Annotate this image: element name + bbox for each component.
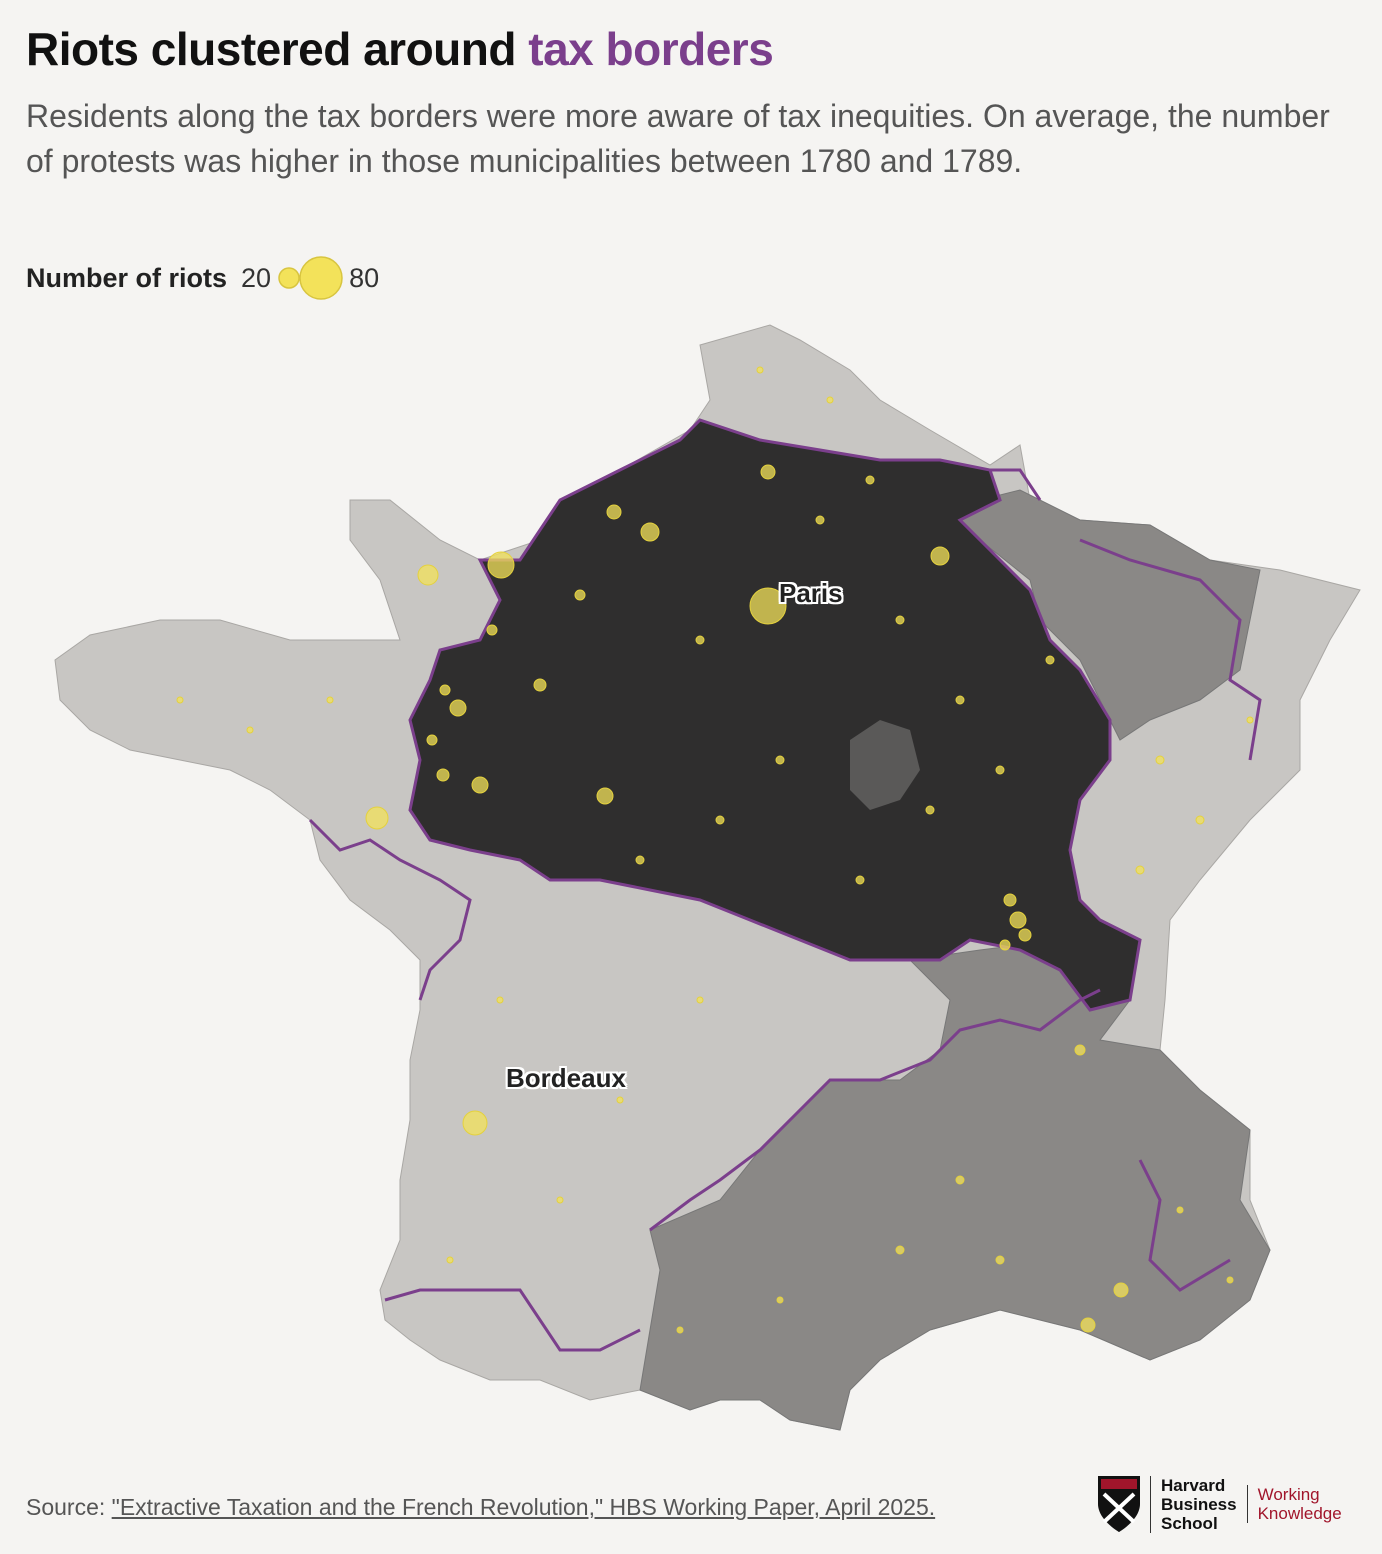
- chart-subtitle: Residents along the tax borders were mor…: [26, 98, 1330, 179]
- riot-circle: [556, 1196, 564, 1204]
- size-legend: Number of riots 20 80: [26, 256, 379, 300]
- riot-circle: [865, 475, 875, 485]
- riot-circle: [1135, 865, 1145, 875]
- riot-circle: [616, 1096, 624, 1104]
- riot-circle: [640, 522, 660, 542]
- riot-circle: [326, 696, 334, 704]
- region-dark-core: [408, 418, 1142, 1012]
- riot-circle: [176, 696, 184, 704]
- riot-circle: [676, 1326, 684, 1334]
- riot-circle: [246, 726, 254, 734]
- riot-circle: [596, 787, 614, 805]
- riot-circle: [815, 515, 825, 525]
- riot-circle: [1155, 755, 1165, 765]
- legend-label: Number of riots: [26, 262, 228, 293]
- riot-circle: [895, 1245, 905, 1255]
- riot-circle: [999, 939, 1011, 951]
- riot-circle: [496, 996, 504, 1004]
- riot-circle: [436, 768, 450, 782]
- legend-large-circle: [299, 256, 343, 300]
- riot-circle: [760, 464, 776, 480]
- tax-border-lines: [308, 468, 1262, 1352]
- source-note: Source: "Extractive Taxation and the Fre…: [26, 1494, 935, 1521]
- riot-circle: [1045, 655, 1055, 665]
- riot-circle: [715, 815, 725, 825]
- riot-circle: [486, 624, 498, 636]
- legend-min-value: 20: [241, 262, 272, 293]
- source-prefix: Source:: [26, 1494, 106, 1520]
- chart-title: Riots clustered around tax borders: [26, 22, 774, 76]
- hbs-logo: Harvard Business School Working Knowledg…: [1096, 1474, 1342, 1534]
- working-knowledge-wordmark: Working Knowledge: [1246, 1485, 1342, 1523]
- riot-circle: [695, 635, 705, 645]
- riot-circle: [439, 684, 451, 696]
- riot-circle: [487, 551, 515, 579]
- riot-circle: [1226, 1276, 1234, 1284]
- riot-circle: [1113, 1282, 1129, 1298]
- riot-circle: [1195, 815, 1205, 825]
- riot-circle: [1176, 1206, 1184, 1214]
- riot-circle: [471, 776, 489, 794]
- riot-circle: [462, 1110, 488, 1136]
- riot-circle: [574, 589, 586, 601]
- riot-circle: [955, 1175, 965, 1185]
- riot-circle: [426, 734, 438, 746]
- region-center-patch: [850, 720, 920, 810]
- riot-circle: [606, 504, 622, 520]
- title-main: Riots clustered around: [26, 23, 516, 75]
- france-map: [54, 324, 1361, 1431]
- city-label-bordeaux: Bordeaux: [506, 1063, 626, 1093]
- riot-circle: [775, 755, 785, 765]
- riot-circles: [176, 366, 1254, 1334]
- city-label-paris: Paris: [779, 578, 843, 608]
- riot-circle: [696, 996, 704, 1004]
- riot-circle: [533, 678, 547, 692]
- legend-max-value: 80: [349, 262, 380, 293]
- riot-circle: [446, 1256, 454, 1264]
- title-accent: tax borders: [528, 23, 774, 75]
- riot-circle: [855, 875, 865, 885]
- riot-circle: [417, 564, 439, 586]
- hbs-shield-icon: [1098, 1476, 1140, 1532]
- riot-circle: [1003, 893, 1017, 907]
- riot-circle: [1246, 716, 1254, 724]
- riot-circle: [365, 806, 389, 830]
- riot-circle: [895, 615, 905, 625]
- riot-circle: [1080, 1317, 1096, 1333]
- riot-circle: [955, 695, 965, 705]
- riot-circle: [449, 699, 467, 717]
- riot-circle: [1074, 1044, 1086, 1056]
- hbs-wordmark: Harvard Business School: [1150, 1475, 1247, 1533]
- legend-circles: [278, 256, 343, 300]
- riot-circle: [826, 396, 834, 404]
- legend-small-circle: [278, 267, 300, 289]
- riot-circle: [635, 855, 645, 865]
- riot-circle: [995, 765, 1005, 775]
- source-link[interactable]: "Extractive Taxation and the French Revo…: [111, 1494, 936, 1520]
- riot-circle: [1009, 911, 1027, 929]
- riot-circle: [930, 546, 950, 566]
- riot-circle: [776, 1296, 784, 1304]
- riot-circle: [925, 805, 935, 815]
- riot-circle: [749, 587, 787, 625]
- riot-circle: [756, 366, 764, 374]
- riot-circle: [995, 1255, 1005, 1265]
- riot-circle: [1018, 928, 1032, 942]
